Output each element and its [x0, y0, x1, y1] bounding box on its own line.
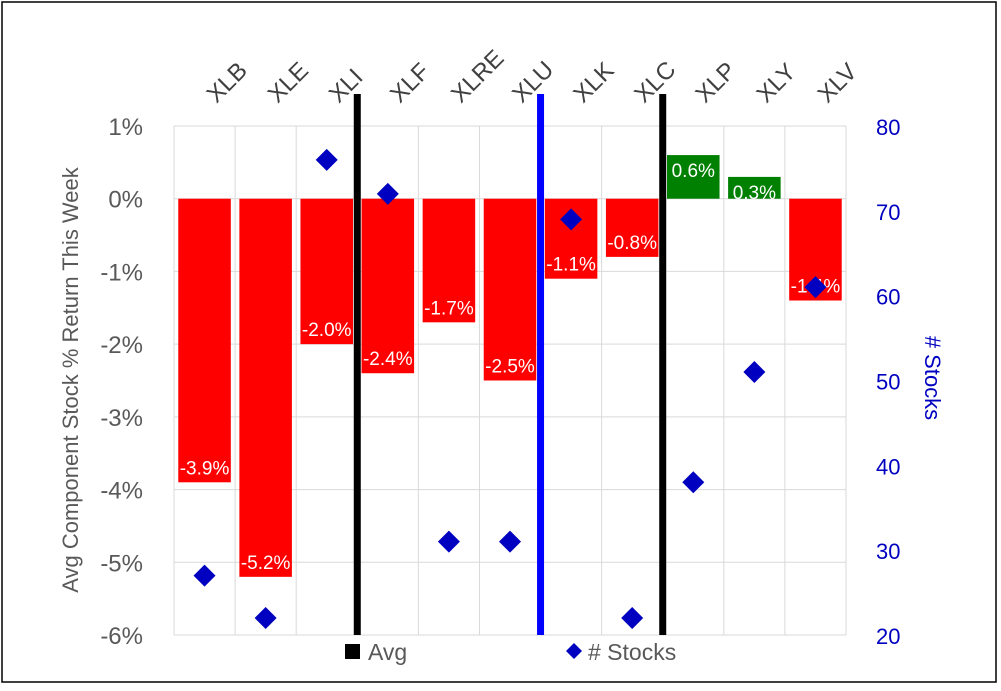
y2-tick-label: 40 [876, 454, 900, 479]
stock-count-point-xlk [560, 208, 583, 231]
y-axis-title: Avg Component Stock % Return This Week [58, 166, 83, 593]
data-label-xle: -5.2% [241, 553, 291, 574]
legend: Avg # Stocks [345, 639, 676, 665]
bars [178, 155, 842, 577]
y-tick-label: -3% [100, 405, 143, 432]
stock-count-point-xli [315, 148, 338, 171]
y2-tick-label: 60 [876, 285, 900, 310]
data-label-xlp: 0.6% [672, 161, 715, 182]
data-label-xlu: -2.5% [485, 357, 535, 378]
bar-xlp [667, 155, 720, 199]
data-label-xli: -2.0% [302, 320, 352, 341]
y-tick-label: -1% [100, 259, 143, 286]
y-tick-label: -6% [100, 623, 143, 650]
y2-axis-title: # Stocks [920, 336, 945, 420]
stock-count-point-xlc [621, 607, 644, 630]
stock-count-point-xlre [437, 530, 460, 553]
stock-count-point-xly [743, 361, 766, 384]
data-labels: -3.9% -5.2% -2.0% -2.4% -1.7% -2.5% -1.1% -0.8%… [180, 161, 841, 574]
y-tick-label: 1% [108, 114, 143, 141]
bar-xli [300, 198, 353, 345]
legend-avg-label: Avg [368, 639, 407, 665]
y-tick-label: 0% [108, 187, 143, 214]
stock-count-point-xlf [376, 182, 399, 205]
bar-xlre [422, 198, 476, 323]
y-tick-label: -5% [100, 550, 143, 577]
legend-avg-swatch [345, 644, 360, 659]
y2-tick-label: 70 [876, 200, 900, 225]
stock-count-point-xlu [499, 530, 521, 553]
stock-count-point-xlb [193, 564, 216, 587]
stock-count-point-xlp [682, 471, 705, 494]
stock-count-points [193, 148, 827, 630]
legend-stocks-swatch [566, 643, 582, 659]
bar-xly [728, 176, 781, 199]
bar-xlf [361, 198, 415, 374]
reference-lines [353, 94, 667, 635]
stock-count-point-xle [254, 607, 277, 630]
bar-xlb [178, 198, 231, 483]
data-label-xlf: -2.4% [363, 349, 413, 370]
data-label-xlre: -1.7% [424, 298, 474, 319]
data-label-xlb: -3.9% [180, 458, 230, 479]
bar-xlc [605, 198, 659, 257]
data-label-xlc: -0.8% [607, 233, 657, 254]
y-tick-label: -2% [100, 332, 143, 359]
stock-count-point-xlv [804, 276, 827, 299]
legend-stocks-label: # Stocks [588, 639, 676, 665]
grid [173, 125, 847, 636]
y2-tick-label: 20 [876, 624, 900, 649]
y-tick-label: -4% [100, 478, 143, 505]
data-label-xlk: -1.1% [546, 255, 596, 276]
y2-tick-label: 50 [876, 370, 900, 395]
data-label-xly: 0.3% [733, 183, 776, 204]
bar-xlu [483, 198, 537, 381]
y2-tick-label: 80 [876, 115, 900, 140]
bar-xle [239, 198, 292, 577]
y2-tick-label: 30 [876, 539, 900, 564]
